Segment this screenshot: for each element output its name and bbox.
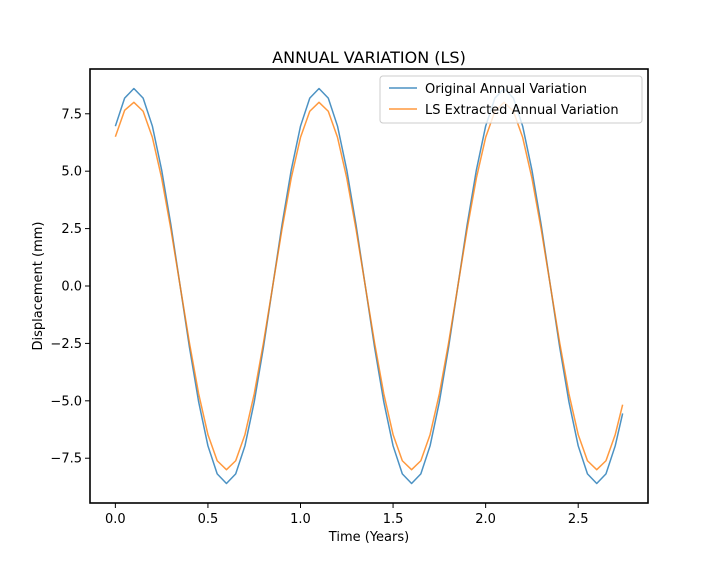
y-tick-label: 7.5 [61, 107, 82, 122]
legend-label-ls-extracted: LS Extracted Annual Variation [425, 103, 619, 118]
y-tick-label: −7.5 [50, 452, 82, 467]
y-tick-label: 5.0 [61, 165, 82, 180]
x-axis-label: Time (Years) [328, 530, 409, 545]
legend: Original Annual Variation LS Extracted A… [379, 75, 643, 124]
x-tick-label: 0.0 [105, 512, 126, 527]
x-tick-label: 1.0 [290, 512, 311, 527]
legend-label-original: Original Annual Variation [425, 82, 587, 97]
y-tick-label: −5.0 [50, 394, 82, 409]
chart-title: ANNUAL VARIATION (LS) [272, 48, 466, 67]
x-tick-label: 0.5 [198, 512, 219, 527]
x-tick-label: 2.5 [568, 512, 589, 527]
x-tick-label: 1.5 [383, 512, 404, 527]
y-tick-label: 2.5 [61, 222, 82, 237]
series-layer [114, 87, 624, 485]
series-line-ls-extracted [114, 101, 624, 471]
x-tick-label: 2.0 [475, 512, 496, 527]
tick-layer: 0.0 0.5 1.0 1.5 2.0 2.5 −7.5 −5.0 −2.5 0.0 2.5 5.0 7… [50, 107, 588, 527]
legend-box [379, 75, 643, 124]
y-tick-label: 0.0 [61, 280, 82, 295]
y-axis-label: Displacement (mm) [31, 222, 46, 351]
y-tick-label: −2.5 [50, 337, 82, 352]
plot-frame [89, 68, 649, 504]
